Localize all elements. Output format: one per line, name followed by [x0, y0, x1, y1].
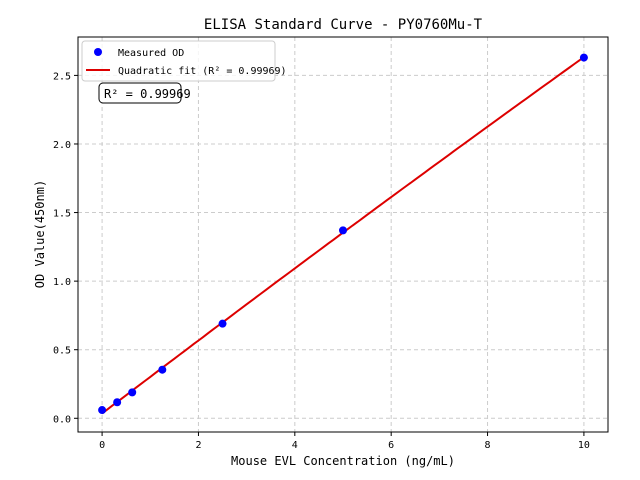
r2-annotation: R² = 0.99969	[104, 87, 191, 101]
x-axis-label: Mouse EVL Concentration (ng/mL)	[231, 454, 455, 468]
y-tick-label: 0.0	[53, 414, 71, 425]
data-point	[579, 53, 588, 62]
data-point	[113, 398, 122, 407]
legend-label-fit: Quadratic fit (R² = 0.99969)	[118, 66, 287, 77]
plot-frame	[77, 36, 609, 433]
r2-annotation-box	[98, 82, 182, 104]
grid	[78, 37, 608, 432]
y-tick-label: 2.5	[53, 71, 71, 82]
data-point	[98, 406, 107, 415]
x-tick-label: 10	[578, 440, 590, 451]
data-point	[158, 365, 167, 374]
fit-line	[101, 56, 585, 415]
x-tick-label: 4	[292, 440, 298, 451]
y-tick-label: 0.5	[53, 346, 71, 357]
x-tick-label: 2	[195, 440, 201, 451]
x-tick-label: 0	[99, 440, 105, 451]
chart-title: ELISA Standard Curve - PY0760Mu-T	[204, 17, 483, 33]
y-tick-label: 2.0	[53, 140, 71, 151]
y-axis-label: OD Value(450nm)	[33, 180, 47, 288]
data-point	[128, 388, 137, 397]
plot-marks	[98, 53, 588, 415]
legend: Measured OD Quadratic fit (R² = 0.99969)	[81, 40, 287, 82]
data-point	[339, 226, 347, 235]
legend-marker-measured	[94, 48, 102, 56]
y-tick-label: 1.0	[53, 277, 71, 288]
data-point	[218, 319, 227, 328]
legend-box	[81, 40, 276, 82]
ticks: 0 2 4 6 8 10 0.0 0.5 1.0 1.5 2.0 2.5	[53, 71, 590, 451]
y-tick-label: 1.5	[53, 209, 71, 220]
x-tick-label: 6	[388, 440, 394, 451]
x-tick-label: 8	[485, 440, 491, 451]
legend-label-measured: Measured OD	[118, 48, 184, 59]
